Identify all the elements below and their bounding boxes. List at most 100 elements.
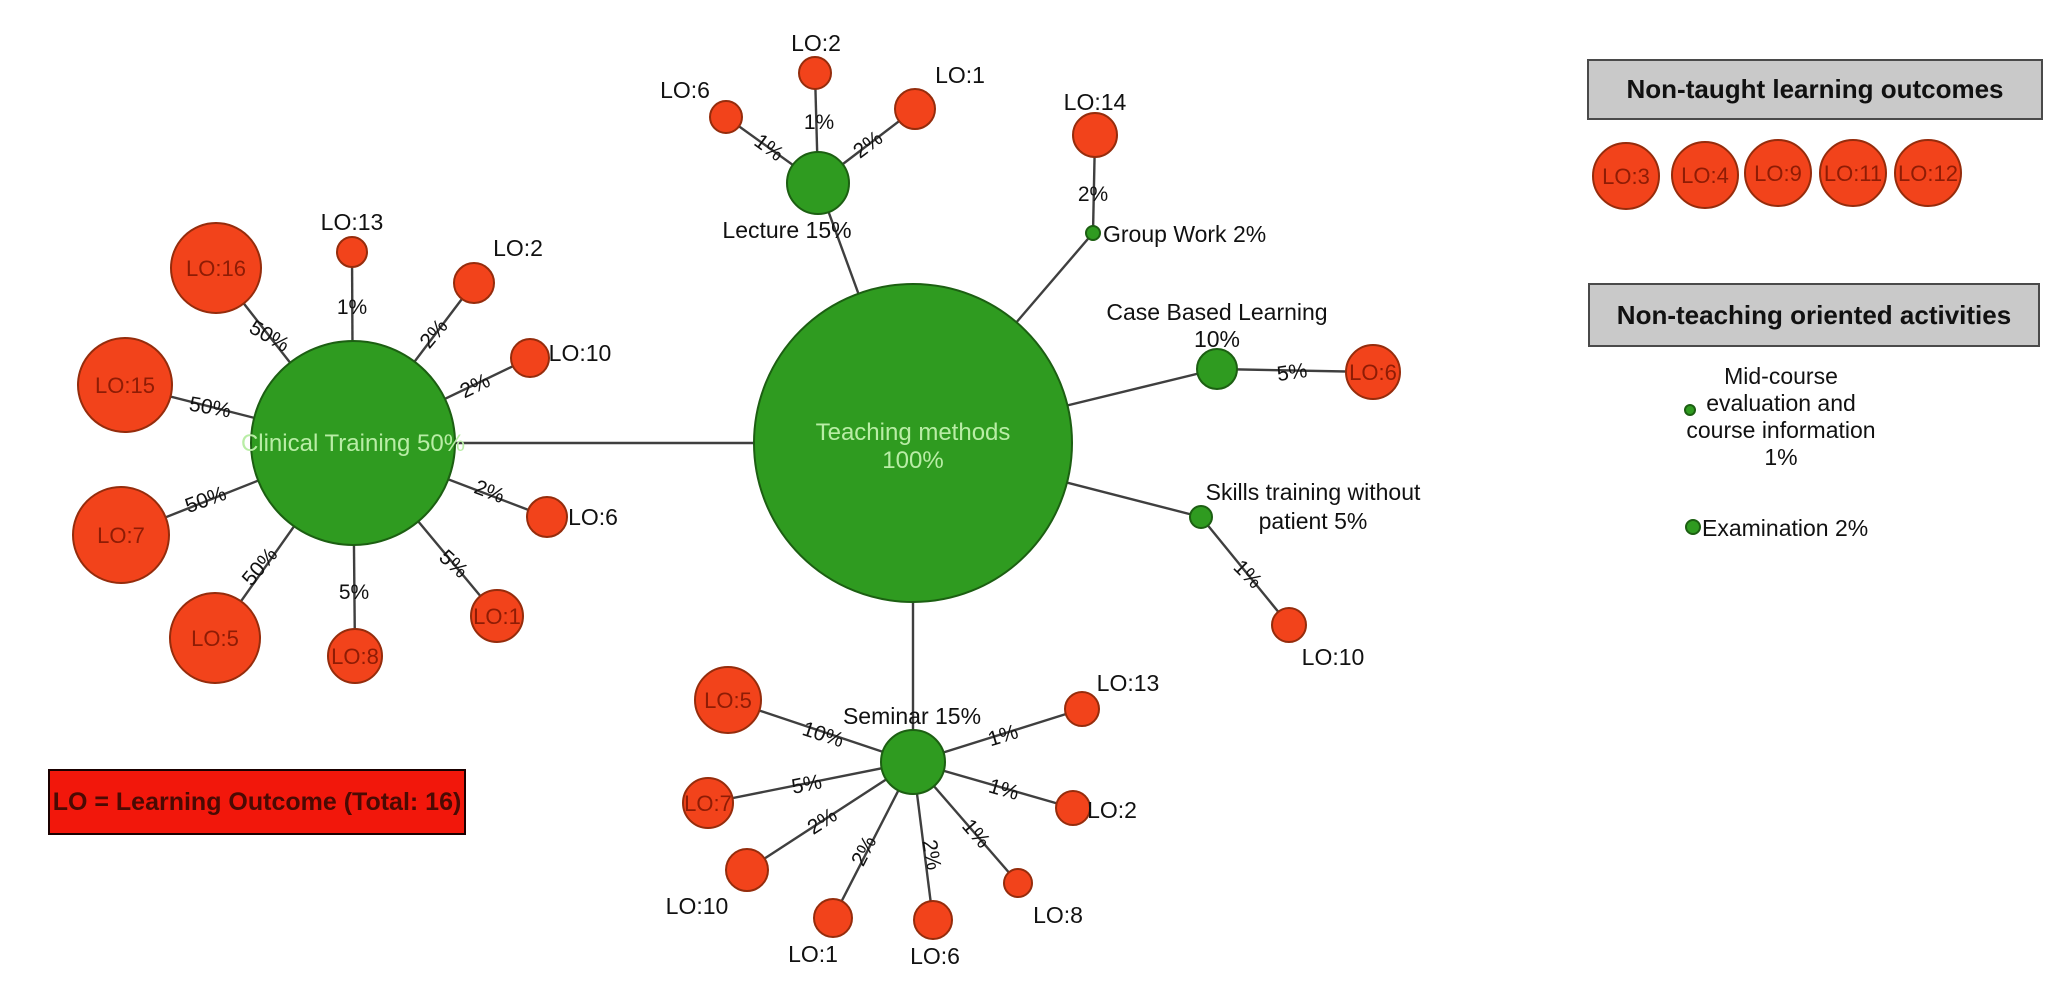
node-l1-outcome-circle: [894, 88, 936, 130]
edge-seminar-s10: [746, 760, 914, 872]
edge-percentage-label: 1%: [804, 111, 834, 134]
node-label-seminar-lo10: LO:10: [666, 893, 729, 919]
edge-percentage-label: 2%: [456, 369, 493, 403]
node-clinical-method-circle: [250, 340, 456, 546]
examination-label: Examination 2%: [1702, 515, 1868, 541]
node-c7-outcome-circle: [72, 486, 170, 584]
node-l6-outcome-circle: [709, 100, 743, 134]
node-nt3-outcome-circle: [1592, 142, 1660, 210]
node-label-seminar-lo1: LO:1: [788, 941, 838, 967]
node-label-seminar-lo13: LO:13: [1097, 670, 1160, 696]
non-teaching-activities-header: Non-teaching oriented activities: [1588, 283, 2040, 347]
edge-percentage-label: 50%: [245, 316, 293, 357]
node-label-seminar-lo5: LO:5: [704, 688, 752, 713]
edge-percentage-label: 50%: [187, 393, 232, 423]
mid-course-label: Mid-course evaluation and course informati…: [1686, 363, 1875, 470]
node-s7-outcome-circle: [682, 777, 734, 829]
edge-percentage-label: 1%: [985, 720, 1021, 751]
skills-training-label: Skills training without patient 5%: [1206, 479, 1421, 534]
node-c5-outcome-circle: [169, 592, 261, 684]
edge-percentage-label: 1%: [337, 296, 367, 319]
edge-percentage-label: 2%: [849, 126, 887, 163]
edge-percentage-label: 5%: [1275, 359, 1308, 386]
node-label-skills-lo10: LO:10: [1302, 644, 1365, 670]
edge-percentage-label: 50%: [182, 482, 229, 518]
node-label-lo4: LO:4: [1681, 163, 1729, 188]
edge-percentage-label: 1%: [750, 130, 788, 166]
node-skills-method-circle: [1189, 505, 1213, 529]
node-label-lo8: LO:8: [331, 644, 379, 669]
node-label-lo6: LO:6: [568, 504, 618, 530]
node-label-lecture-lo6: LO:6: [660, 77, 710, 103]
node-c13-outcome-circle: [336, 236, 368, 268]
node-sk10-outcome-circle: [1271, 607, 1307, 643]
node-s8-outcome-circle: [1003, 868, 1033, 898]
edge-percentage-label: 2%: [847, 832, 881, 869]
node-label-case-lo6: LO:6: [1349, 360, 1397, 385]
node-groupwork-method-circle: [1085, 225, 1101, 241]
edge-percentage-label: 5%: [434, 545, 472, 582]
case-based-learning-label: Case Based Learning 10%: [1106, 299, 1327, 352]
node-label-lo3: LO:3: [1602, 164, 1650, 189]
node-nt12-outcome-circle: [1894, 139, 1962, 207]
edge-percentage-label: 1%: [1229, 556, 1267, 594]
node-label-lo9: LO:9: [1754, 161, 1802, 186]
group-work-label: Group Work 2%: [1103, 221, 1266, 247]
node-label-seminar-lo6: LO:6: [910, 943, 960, 969]
node-s13-outcome-circle: [1064, 691, 1100, 727]
node-label-lo13: LO:13: [321, 209, 384, 235]
edge-skills-sk10: [1200, 516, 1290, 626]
node-g14-outcome-circle: [1072, 112, 1118, 158]
node-midcourse-method-circle: [1684, 404, 1696, 416]
node-label-lo12: LO:12: [1898, 161, 1958, 186]
clinical-training-label: Clinical Training 50%: [241, 430, 465, 457]
node-s10-outcome-circle: [725, 848, 769, 892]
node-label-seminar-lo8: LO:8: [1033, 902, 1083, 928]
node-label-lecture-lo1: LO:1: [935, 62, 985, 88]
node-s5-outcome-circle: [694, 666, 762, 734]
node-s2-outcome-circle: [1055, 790, 1091, 826]
node-c6-outcome-circle: [526, 496, 568, 538]
node-case-method-circle: [1196, 348, 1238, 390]
node-lecture-method-circle: [786, 151, 850, 215]
node-label-lo10: LO:10: [549, 340, 612, 366]
node-nt4-outcome-circle: [1671, 141, 1739, 209]
node-label-lo14: LO:14: [1064, 89, 1127, 115]
teaching-methods-label: Teaching methods 100%: [816, 419, 1011, 474]
node-c2-outcome-circle: [453, 262, 495, 304]
node-label-lecture-lo2: LO:2: [791, 30, 841, 56]
node-exam-method-circle: [1685, 519, 1701, 535]
node-s6-outcome-circle: [913, 900, 953, 940]
non-taught-outcomes-header: Non-taught learning outcomes: [1587, 59, 2043, 120]
edge-percentage-label: 5%: [790, 770, 824, 798]
node-l2-outcome-circle: [798, 56, 832, 90]
edge-percentage-label: 10%: [799, 717, 846, 752]
node-label-lo16: LO:16: [186, 256, 246, 281]
node-cb6-outcome-circle: [1345, 344, 1401, 400]
edge-percentage-label: 2%: [471, 476, 508, 508]
edge-percentage-label: 2%: [1078, 183, 1108, 206]
node-nt11-outcome-circle: [1819, 139, 1887, 207]
node-c16-outcome-circle: [170, 222, 262, 314]
node-c15-outcome-circle: [77, 337, 173, 433]
node-c10-outcome-circle: [510, 338, 550, 378]
node-label-lo15: LO:15: [95, 373, 155, 398]
node-label-lo11: LO:11: [1824, 161, 1882, 186]
node-teaching-method-circle: [753, 283, 1073, 603]
lo-abbreviation-note: LO = Learning Outcome (Total: 16): [48, 769, 466, 835]
seminar-label: Seminar 15%: [843, 703, 981, 729]
edge-percentage-label: 1%: [986, 775, 1022, 805]
edge-percentage-label: 2%: [917, 838, 945, 872]
node-seminar-method-circle: [880, 729, 946, 795]
edge-percentage-label: 2%: [803, 804, 841, 840]
node-c8-outcome-circle: [327, 628, 383, 684]
node-label-lo7: LO:7: [97, 523, 145, 548]
node-label-seminar-lo7: LO:7: [684, 791, 732, 816]
node-label-seminar-lo2: LO:2: [1087, 797, 1137, 823]
node-s1-outcome-circle: [813, 898, 853, 938]
lecture-label: Lecture 15%: [722, 217, 851, 243]
node-label-lo2: LO:2: [493, 235, 543, 261]
edge-seminar-s7: [707, 760, 914, 805]
